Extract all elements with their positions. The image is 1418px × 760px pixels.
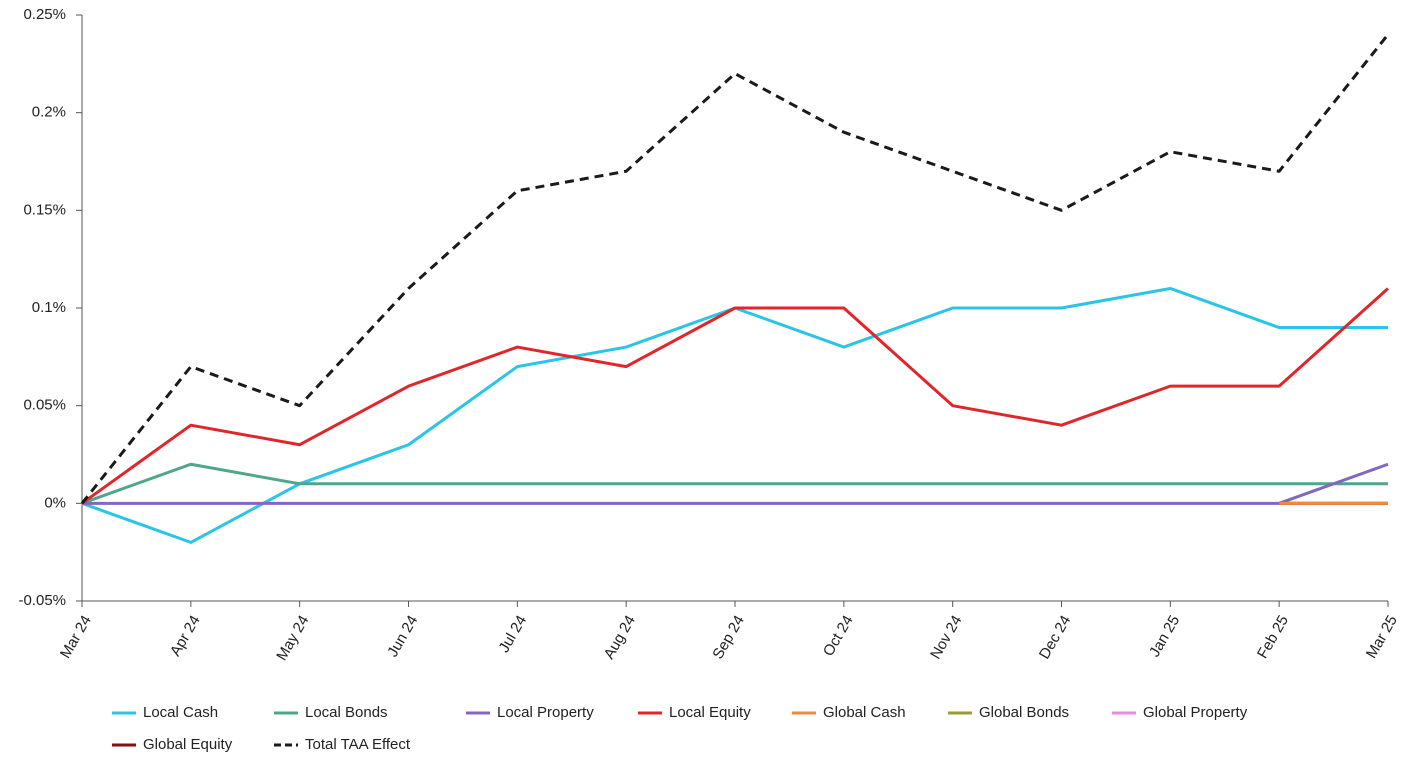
y-tick-label: -0.05% (18, 592, 66, 609)
series-line (80, 33, 1390, 505)
y-tick-label: 0.05% (23, 397, 66, 414)
x-tick-label: Nov 24 (927, 612, 965, 662)
legend-label: Local Cash (143, 704, 218, 721)
legend-label: Global Bonds (979, 704, 1069, 721)
x-tick-label: Oct 24 (820, 612, 857, 659)
x-tick-label: Mar 24 (57, 612, 95, 661)
legend-label: Local Property (497, 704, 594, 721)
y-tick-label: 0.1% (32, 299, 66, 316)
x-tick-label: Apr 24 (167, 612, 204, 659)
y-tick-label: 0.2% (32, 104, 66, 121)
legend-label: Global Cash (823, 704, 906, 721)
legend-label: Local Equity (669, 704, 751, 721)
x-tick-label: Dec 24 (1036, 612, 1074, 662)
x-tick-label: Feb 25 (1254, 612, 1292, 661)
x-tick-label: May 24 (273, 612, 312, 663)
y-tick-label: 0.25% (23, 6, 66, 23)
x-tick-label: Mar 25 (1363, 612, 1401, 661)
y-tick-label: 0% (44, 494, 66, 511)
x-tick-label: Sep 24 (709, 612, 747, 662)
x-tick-label: Aug 24 (601, 612, 639, 662)
series-line (82, 462, 1389, 505)
x-tick-label: Jun 24 (384, 612, 421, 660)
series-line (81, 462, 1388, 505)
legend-label: Local Bonds (305, 704, 388, 721)
legend-label: Global Equity (143, 736, 233, 753)
x-tick-label: Jul 24 (495, 612, 530, 655)
legend-label: Total TAA Effect (305, 736, 411, 753)
y-tick-label: 0.15% (23, 201, 66, 218)
x-tick-label: Jan 25 (1146, 612, 1183, 660)
legend-label: Global Property (1143, 704, 1248, 721)
series-line (81, 287, 1390, 505)
